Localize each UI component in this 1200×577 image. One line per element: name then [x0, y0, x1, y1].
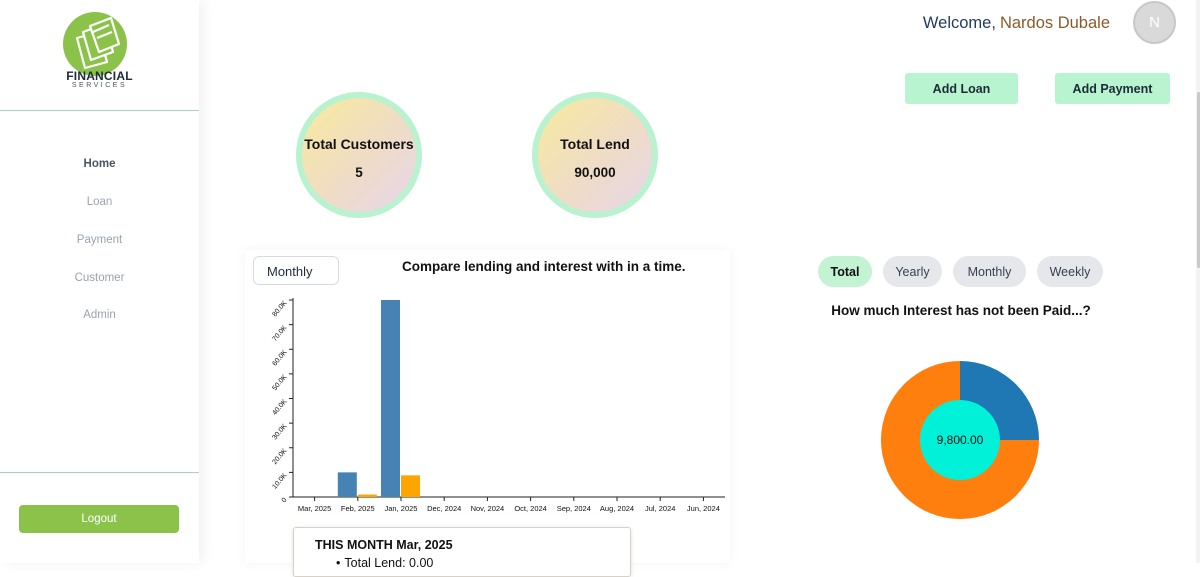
sidebar-item-home[interactable]: Home — [83, 158, 116, 170]
chart-card — [245, 250, 730, 563]
y-tick-label: 10.0K — [271, 472, 288, 491]
x-tick-label: Oct, 2024 — [514, 504, 547, 513]
y-tick-label: 60.0K — [271, 349, 288, 368]
x-tick-label: Feb, 2025 — [341, 504, 375, 513]
brand-title: FINANCIAL — [66, 69, 133, 83]
y-tick-label: 20.0K — [271, 447, 288, 466]
x-tick-label: Dec, 2024 — [427, 504, 461, 513]
y-tick-label: 80.0K — [271, 300, 288, 319]
money-bills-icon — [63, 12, 127, 76]
total-lend-card: Total Lend 90,000 — [532, 92, 658, 218]
interest-title: How much Interest has not been Paid...? — [831, 303, 1091, 318]
user-name: Nardos Dubale — [999, 14, 1110, 32]
welcome-message: Welcome, Nardos Dubale — [923, 14, 1110, 33]
avatar[interactable]: N — [1133, 1, 1176, 44]
x-tick-label: Sep, 2024 — [557, 504, 591, 513]
tab-weekly[interactable]: Weekly — [1037, 256, 1103, 287]
divider — [0, 110, 199, 111]
y-tick-label: 40.0K — [271, 398, 288, 417]
bar — [337, 472, 357, 497]
bar — [357, 494, 377, 497]
stat-value: 90,000 — [574, 165, 616, 180]
x-tick-label: Jun, 2024 — [687, 504, 720, 513]
sidebar-item-loan[interactable]: Loan — [86, 196, 113, 208]
interest-donut-chart: 9,800.00 — [881, 361, 1039, 519]
brand-subtitle: SERVICES — [71, 82, 128, 89]
x-tick-label: Aug, 2024 — [600, 504, 634, 513]
stat-value: 5 — [355, 165, 363, 180]
y-tick-label: 50.0K — [271, 373, 288, 392]
stat-label: Total Customers — [304, 136, 414, 152]
bar-chart: 0 10.0K 20.0K 30.0K 40.0K 50.0K 60.0K 70.0K 80.0… — [271, 298, 725, 513]
chart-title: Compare lending and interest with in a t… — [402, 259, 686, 274]
month-summary: THIS MONTH Mar, 2025 Total Lend: 0.00 — [293, 527, 631, 577]
add-payment-button[interactable]: Add Payment — [1055, 73, 1170, 104]
tab-monthly[interactable]: Monthly — [953, 256, 1026, 287]
x-tick-label: Jul, 2024 — [645, 504, 675, 513]
summary-item: Total Lend: 0.00 — [336, 556, 433, 570]
y-tick-label: 0 — [281, 497, 289, 505]
sidebar: FINANCIAL SERVICES Home Loan Payment Cus… — [0, 0, 199, 563]
bar — [381, 300, 400, 497]
donut-center-label: 9,800.00 — [937, 433, 984, 447]
sidebar-item-admin[interactable]: Admin — [83, 309, 116, 321]
welcome-label: Welcome, — [922, 14, 996, 32]
summary-title: THIS MONTH Mar, 2025 — [315, 538, 453, 552]
y-tick-label: 70.0K — [271, 324, 288, 343]
tab-total[interactable]: Total — [818, 256, 872, 287]
x-tick-label: Mar, 2025 — [298, 504, 331, 513]
x-tick-label: Nov, 2024 — [471, 504, 505, 513]
logout-button[interactable]: Logout — [19, 505, 179, 533]
add-loan-button[interactable]: Add Loan — [905, 73, 1018, 104]
sidebar-item-payment[interactable]: Payment — [76, 234, 123, 246]
bar — [401, 475, 420, 497]
period-select[interactable]: Monthly — [253, 256, 339, 285]
x-tick-label: Jan, 2025 — [385, 504, 418, 513]
y-tick-label: 30.0K — [271, 423, 288, 442]
total-customers-card: Total Customers 5 — [296, 92, 422, 218]
scrollbar-thumb[interactable] — [1197, 92, 1200, 268]
tab-yearly[interactable]: Yearly — [883, 256, 942, 287]
divider — [0, 472, 199, 473]
scrollbar[interactable] — [1196, 0, 1200, 563]
stat-label: Total Lend — [560, 136, 630, 152]
donut-center — [920, 400, 1000, 480]
sidebar-item-customer[interactable]: Customer — [74, 272, 125, 284]
